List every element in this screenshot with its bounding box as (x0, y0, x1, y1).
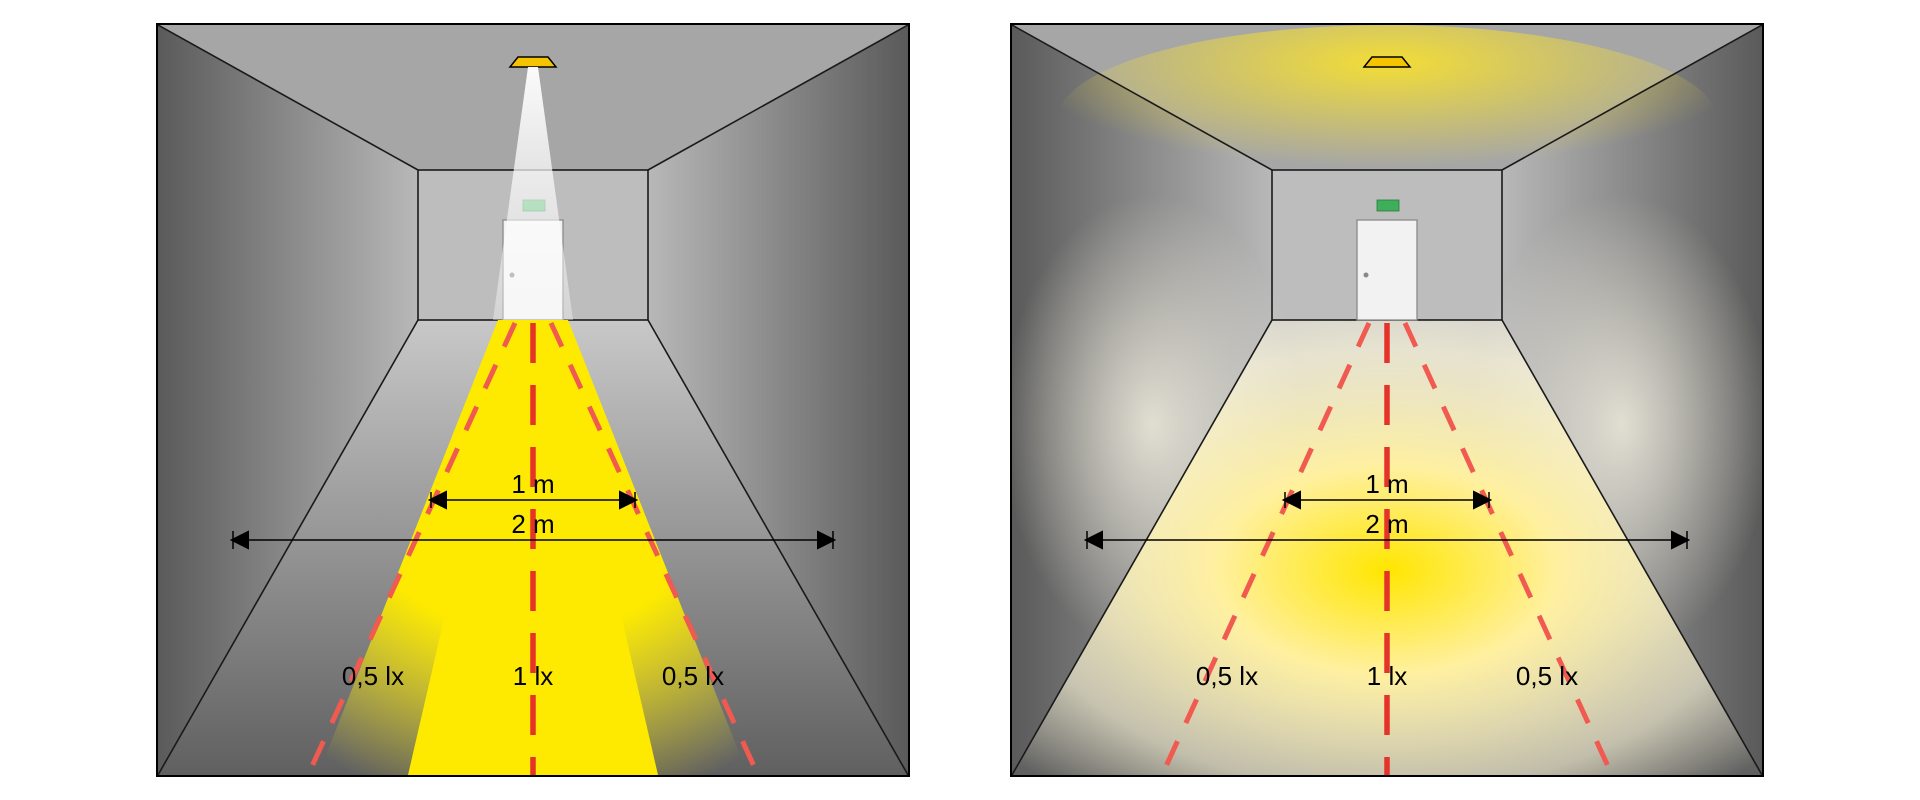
label-2m: 2 m (511, 509, 554, 539)
label-1m: 1 m (1365, 469, 1408, 499)
exit-sign-icon (1377, 200, 1399, 211)
label-05lx-right: 0,5 lx (662, 661, 724, 691)
panel-narrow-beam: 1 m 2 m 0,5 lx 1 lx 0,5 lx (156, 23, 910, 777)
ceiling-glow (1057, 25, 1717, 215)
label-2m: 2 m (1365, 509, 1408, 539)
door (1357, 220, 1417, 320)
label-1lx: 1 lx (1367, 661, 1407, 691)
panel-svg-left: 1 m 2 m 0,5 lx 1 lx 0,5 lx (158, 25, 908, 775)
downlight-icon (510, 57, 556, 67)
diagram-container: 1 m 2 m 0,5 lx 1 lx 0,5 lx (156, 23, 1764, 777)
label-1lx: 1 lx (513, 661, 553, 691)
downlight-icon (1364, 57, 1410, 67)
label-05lx-left: 0,5 lx (1196, 661, 1258, 691)
label-05lx-left: 0,5 lx (342, 661, 404, 691)
panel-wide-beam: 1 m 2 m 0,5 lx 1 lx 0,5 lx (1010, 23, 1764, 777)
label-05lx-right: 0,5 lx (1516, 661, 1578, 691)
panel-svg-right: 1 m 2 m 0,5 lx 1 lx 0,5 lx (1012, 25, 1762, 775)
label-1m: 1 m (511, 469, 554, 499)
